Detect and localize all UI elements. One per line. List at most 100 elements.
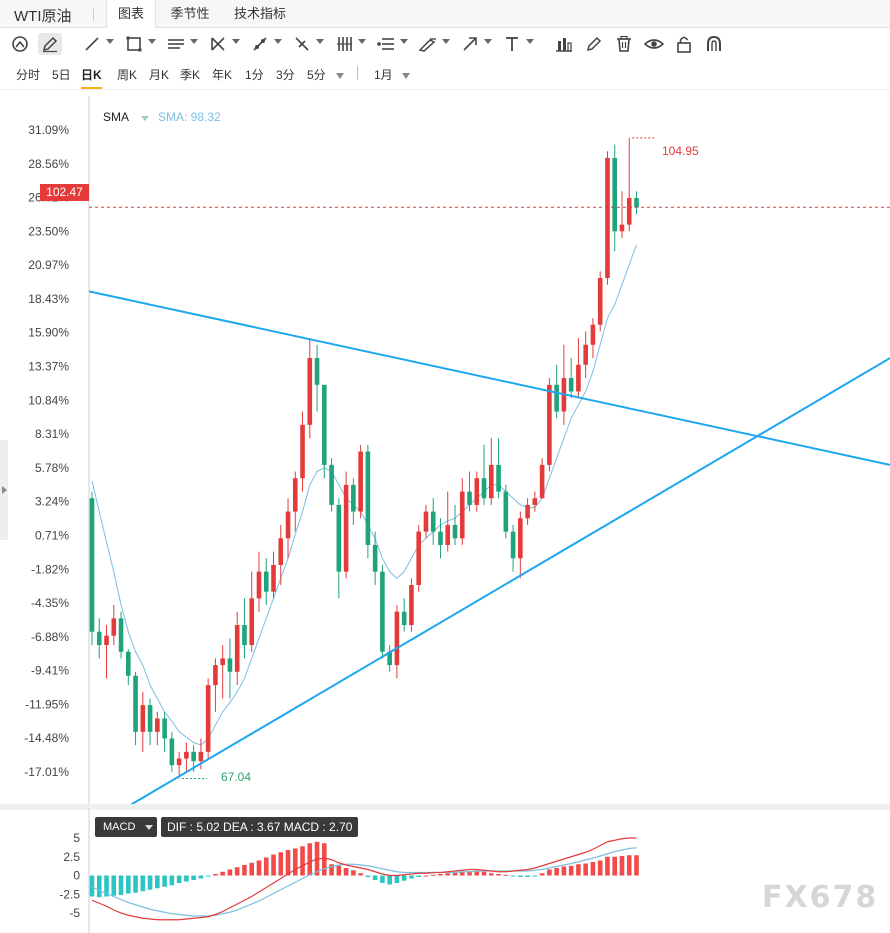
pencil-icon[interactable] xyxy=(38,33,62,55)
macd-bar xyxy=(423,875,429,877)
period-yearly[interactable]: 年K xyxy=(212,68,233,82)
brush-dropdown-icon[interactable] xyxy=(442,39,450,44)
period-weekly[interactable]: 周K xyxy=(117,68,138,82)
cross-lines-icon[interactable] xyxy=(206,33,230,55)
macd-bar xyxy=(133,875,138,893)
range-dropdown-icon[interactable] xyxy=(402,73,410,79)
sma-dropdown-icon[interactable] xyxy=(141,116,149,121)
candle-body xyxy=(155,718,160,732)
trend-tool-icon[interactable] xyxy=(248,33,272,55)
period-dropdown-icon[interactable] xyxy=(336,73,344,79)
tab-chart[interactable]: 图表 xyxy=(106,0,156,28)
macd-bar xyxy=(343,868,349,876)
tab-technical-indicators[interactable]: 技术指标 xyxy=(233,6,286,21)
candle-body xyxy=(445,524,451,545)
period-1min[interactable]: 1分 xyxy=(245,68,264,82)
macd-bar xyxy=(401,875,407,881)
candle-body xyxy=(220,658,225,666)
period-3min[interactable]: 3分 xyxy=(276,68,295,82)
macd-bar xyxy=(539,873,545,876)
period-intraday[interactable]: 分时 xyxy=(16,68,41,82)
price-chart[interactable]: 31.09%28.56%26.02%23.50%20.97%18.43%15.9… xyxy=(0,96,890,806)
candle-body xyxy=(198,751,204,762)
candle-body xyxy=(568,378,574,392)
macd-bar xyxy=(481,871,487,876)
period-daily[interactable]: 日K xyxy=(81,66,102,89)
y-tick-label: 15.90% xyxy=(28,326,69,340)
macd-bar xyxy=(387,875,392,885)
magnet-icon[interactable] xyxy=(8,33,32,55)
trash-icon[interactable] xyxy=(612,33,636,55)
macd-chart[interactable]: 5 2.5 0 -2.5 -5 xyxy=(0,808,890,933)
arrow-icon[interactable] xyxy=(458,33,482,55)
text-dropdown-icon[interactable] xyxy=(526,39,534,44)
rectangle-dropdown-icon[interactable] xyxy=(148,39,156,44)
period-range[interactable]: 1月 xyxy=(374,68,393,82)
line-icon[interactable] xyxy=(80,33,104,55)
magnet-u-icon[interactable] xyxy=(702,33,726,55)
trend-dropdown-icon[interactable] xyxy=(274,39,282,44)
arrow-dropdown-icon[interactable] xyxy=(484,39,492,44)
period-5min[interactable]: 5分 xyxy=(307,68,326,82)
brush-icon[interactable] xyxy=(416,33,440,55)
low-price-label: 67.04 xyxy=(221,770,252,784)
candle-body xyxy=(140,705,146,732)
line-dropdown-icon[interactable] xyxy=(106,39,114,44)
macd-bar xyxy=(474,871,480,876)
period-5day[interactable]: 5日 xyxy=(52,68,71,82)
macd-tick-label: 5 xyxy=(73,831,80,845)
pen-icon[interactable] xyxy=(582,33,606,55)
macd-bar xyxy=(547,869,552,876)
macd-bar xyxy=(300,846,305,876)
candle-body xyxy=(626,197,632,225)
macd-bar xyxy=(358,873,363,876)
macd-bar xyxy=(322,843,327,876)
text-icon[interactable] xyxy=(500,33,524,55)
cross-dropdown-icon[interactable] xyxy=(232,39,240,44)
candle-body xyxy=(372,544,378,572)
y-tick-label: 13.37% xyxy=(28,360,69,374)
candle-body xyxy=(307,358,313,425)
y-tick-label: 3.24% xyxy=(35,495,69,509)
macd-bar xyxy=(96,875,102,898)
period-quarterly[interactable]: 季K xyxy=(180,68,201,82)
candle-body xyxy=(249,598,255,646)
candle-body xyxy=(234,625,240,672)
bar-chart-icon[interactable] xyxy=(552,33,576,55)
tab-seasonality[interactable]: 季节性 xyxy=(170,6,210,21)
macd-bar xyxy=(467,871,472,876)
fib-dropdown-icon[interactable] xyxy=(316,39,324,44)
parallel-dropdown-icon[interactable] xyxy=(190,39,198,44)
macd-bar xyxy=(452,872,458,876)
macd-bar xyxy=(111,875,117,896)
panel-divider xyxy=(0,804,890,810)
bars-dropdown-icon[interactable] xyxy=(358,39,366,44)
macd-bar xyxy=(126,875,131,894)
lock-icon[interactable] xyxy=(672,33,696,55)
macd-tick-label: -5 xyxy=(69,906,80,920)
period-monthly[interactable]: 月K xyxy=(149,68,170,82)
candle-body xyxy=(496,464,501,492)
sidebar-collapse-handle[interactable] xyxy=(0,440,8,540)
y-tick-label: -6.88% xyxy=(31,630,69,644)
candle-body xyxy=(358,451,363,512)
list-dropdown-icon[interactable] xyxy=(400,39,408,44)
list-lines-icon[interactable] xyxy=(374,33,398,55)
candle-body xyxy=(394,611,400,666)
rectangle-icon[interactable] xyxy=(122,33,146,55)
bars-icon[interactable] xyxy=(332,33,356,55)
macd-bar xyxy=(147,875,153,890)
sma-indicator-label[interactable]: SMA xyxy=(103,110,130,124)
fib-icon[interactable] xyxy=(290,33,314,55)
parallel-lines-icon[interactable] xyxy=(164,33,188,55)
ascending-trendline xyxy=(129,357,890,806)
macd-indicator-name: MACD xyxy=(103,821,136,833)
eye-icon[interactable] xyxy=(642,33,666,55)
y-tick-label: -11.95% xyxy=(25,697,69,711)
macd-indicator-selector[interactable]: MACD xyxy=(95,817,157,837)
macd-bar xyxy=(249,862,255,876)
y-tick-label: 23.50% xyxy=(28,224,69,238)
macd-bar xyxy=(220,871,225,876)
candle-body xyxy=(300,424,305,479)
y-tick-label: -17.01% xyxy=(24,765,69,779)
